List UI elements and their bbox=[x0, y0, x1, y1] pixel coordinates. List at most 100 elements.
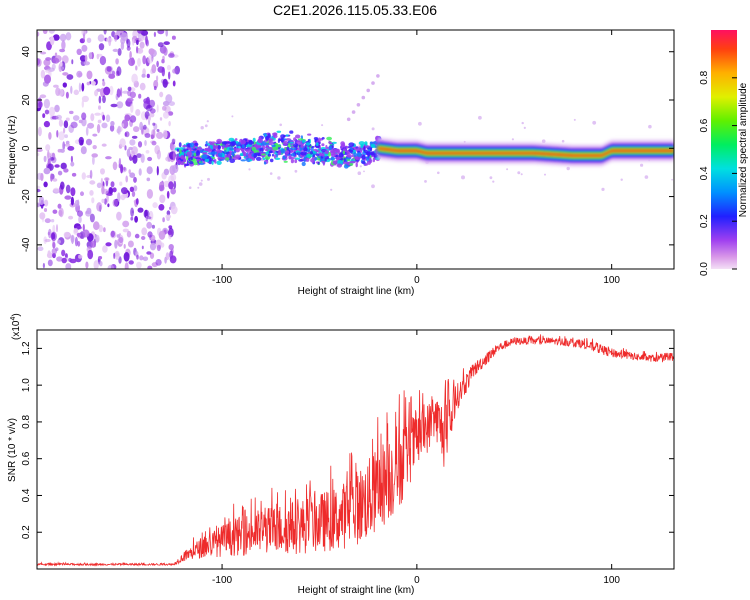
track-speckle bbox=[305, 142, 311, 146]
noise-speckle bbox=[80, 191, 84, 196]
track-speckle bbox=[252, 137, 256, 143]
track-speckle bbox=[320, 153, 326, 157]
track-speckle bbox=[370, 141, 373, 145]
noise-speckle bbox=[112, 187, 117, 193]
noise-speckle bbox=[162, 100, 170, 107]
faint-speckle bbox=[371, 184, 375, 189]
noise-speckle bbox=[166, 210, 171, 216]
spectrogram-y-tick-label: 20 bbox=[21, 94, 32, 106]
noise-speckle bbox=[165, 214, 172, 219]
noise-speckle bbox=[136, 254, 139, 260]
noise-speckle bbox=[79, 55, 87, 62]
noise-speckle bbox=[44, 199, 49, 207]
noise-speckle bbox=[96, 202, 103, 212]
noise-speckle bbox=[48, 106, 56, 117]
noise-speckle bbox=[137, 207, 144, 213]
noise-speckle bbox=[123, 167, 126, 171]
noise-speckle bbox=[132, 154, 138, 164]
track-speckle bbox=[193, 152, 197, 157]
track-speckle bbox=[243, 156, 246, 159]
noise-speckle bbox=[91, 197, 95, 204]
noise-speckle bbox=[86, 207, 92, 215]
noise-speckle bbox=[142, 55, 147, 65]
noise-speckle bbox=[129, 139, 136, 146]
track-speckle bbox=[204, 158, 210, 163]
spectrogram-x-axis-label: Height of straight line (km) bbox=[298, 286, 415, 297]
noise-speckle bbox=[50, 36, 55, 46]
track-speckle bbox=[364, 142, 368, 146]
track-speckle bbox=[205, 149, 210, 152]
track-speckle bbox=[209, 142, 215, 146]
noise-speckle bbox=[146, 73, 150, 79]
streak-dot bbox=[351, 110, 356, 114]
noise-speckle bbox=[153, 31, 156, 38]
noise-speckle bbox=[105, 156, 112, 160]
noise-speckle bbox=[90, 81, 96, 86]
noise-speckle bbox=[142, 124, 147, 130]
faint-speckle bbox=[321, 124, 324, 127]
noise-speckle bbox=[37, 126, 42, 137]
track-speckle bbox=[267, 153, 272, 157]
noise-speckle bbox=[138, 168, 142, 176]
noise-speckle bbox=[116, 101, 124, 109]
noise-speckle bbox=[141, 227, 148, 236]
noise-speckle bbox=[85, 261, 89, 269]
track-speckle bbox=[184, 164, 190, 166]
track-speckle bbox=[176, 148, 179, 152]
track-speckle bbox=[295, 134, 301, 139]
track-speckle bbox=[240, 139, 246, 145]
faint-speckle bbox=[541, 139, 546, 143]
streak-dot bbox=[356, 103, 361, 107]
spectrogram-y-tick-label: -20 bbox=[21, 189, 32, 204]
colorbar-tick-label: 0.6 bbox=[699, 118, 710, 132]
track-speckle bbox=[317, 137, 321, 143]
noise-speckle bbox=[110, 121, 115, 126]
noise-speckle bbox=[82, 32, 86, 42]
snr-x-tick-label: -100 bbox=[212, 575, 232, 586]
track-speckle bbox=[242, 151, 247, 155]
track-speckle bbox=[257, 138, 263, 144]
noise-speckle bbox=[85, 138, 93, 146]
noise-speckle bbox=[157, 30, 165, 35]
track-speckle bbox=[234, 154, 241, 159]
track-speckle bbox=[358, 146, 361, 149]
noise-speckle bbox=[108, 73, 116, 79]
noise-speckle bbox=[114, 32, 118, 42]
noise-speckle bbox=[60, 162, 67, 170]
noise-speckle bbox=[52, 209, 58, 214]
track-speckle bbox=[262, 157, 266, 161]
noise-speckle bbox=[72, 115, 80, 121]
faint-speckle bbox=[206, 120, 209, 123]
track-speckle bbox=[212, 156, 215, 160]
track-speckle bbox=[228, 137, 235, 142]
noise-speckle bbox=[37, 185, 41, 190]
track-speckle bbox=[186, 151, 193, 157]
track-speckle bbox=[225, 141, 232, 144]
noise-speckle bbox=[70, 196, 74, 206]
noise-speckle bbox=[103, 227, 106, 233]
noise-speckle bbox=[42, 30, 48, 34]
noise-speckle bbox=[129, 115, 137, 123]
noise-speckle bbox=[106, 66, 112, 72]
spectrogram-marks bbox=[37, 30, 674, 269]
noise-speckle bbox=[45, 69, 51, 73]
faint-speckle bbox=[269, 172, 273, 175]
track-speckle bbox=[179, 149, 182, 154]
noise-speckle bbox=[141, 245, 144, 250]
noise-speckle bbox=[142, 68, 146, 76]
noise-speckle bbox=[44, 109, 50, 115]
noise-speckle bbox=[162, 105, 167, 111]
faint-speckle bbox=[644, 175, 649, 179]
noise-speckle bbox=[42, 262, 46, 269]
noise-speckle bbox=[159, 194, 166, 204]
faint-speckle bbox=[523, 126, 526, 129]
noise-speckle bbox=[124, 145, 127, 151]
noise-speckle bbox=[47, 150, 50, 159]
noise-speckle bbox=[131, 146, 138, 155]
noise-speckle bbox=[76, 70, 83, 78]
noise-speckle bbox=[52, 187, 60, 193]
noise-speckle bbox=[145, 35, 148, 45]
track-speckle bbox=[326, 155, 330, 160]
track-speckle bbox=[240, 159, 247, 162]
noise-speckle bbox=[112, 199, 119, 207]
